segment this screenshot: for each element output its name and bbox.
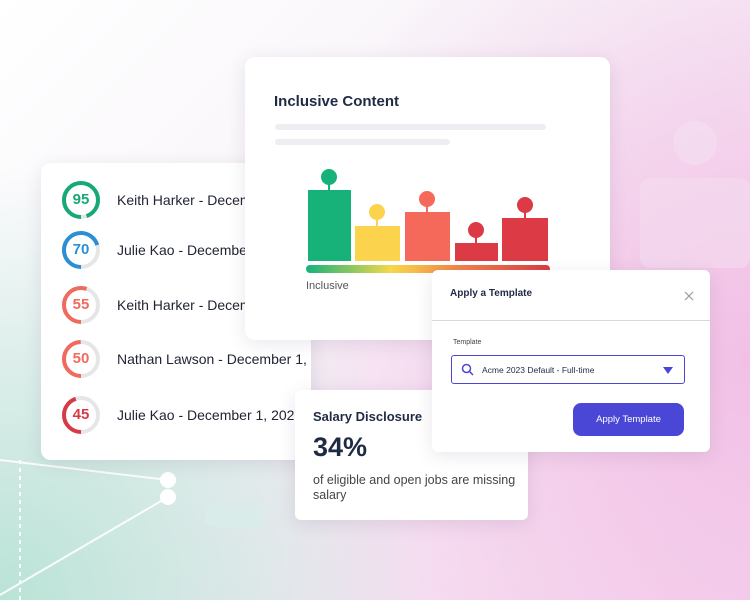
divider: [432, 320, 710, 321]
dialog-title: Apply a Template: [450, 288, 533, 299]
score: 45: [72, 406, 90, 423]
field-label: Template: [453, 339, 482, 346]
score-label: Julie Kao - December 1, 2020 2:15PM: [117, 407, 311, 423]
score: 95: [72, 191, 90, 208]
selected-template: Acme 2023 Default - Full-time: [482, 365, 595, 375]
template-dialog: Apply a Template Template Acme 2023 Defa…: [432, 270, 710, 452]
score-row[interactable]: 45 Julie Kao - December 1, 2020 2:15PM: [61, 393, 311, 437]
inclusive-card: Inclusive Content Inclusive: [245, 57, 610, 340]
stat-description: of eligible and open jobs are missing sa…: [313, 473, 516, 502]
score: 50: [72, 350, 90, 367]
score-label: Nathan Lawson - December 1, 2020 2:15PM: [117, 351, 311, 367]
score-row[interactable]: 50 Nathan Lawson - December 1, 2020 2:15…: [61, 337, 311, 381]
apply-button[interactable]: Apply Template: [573, 403, 684, 436]
stat: 34%: [313, 432, 368, 462]
score: 55: [72, 296, 90, 313]
close-button[interactable]: [683, 290, 695, 302]
score: 70: [72, 241, 90, 258]
card-title: Inclusive Content: [274, 93, 400, 110]
scale-label: Inclusive: [306, 280, 349, 292]
card-title: Salary Disclosure: [313, 409, 423, 424]
template-select[interactable]: Acme 2023 Default - Full-time: [451, 355, 685, 384]
